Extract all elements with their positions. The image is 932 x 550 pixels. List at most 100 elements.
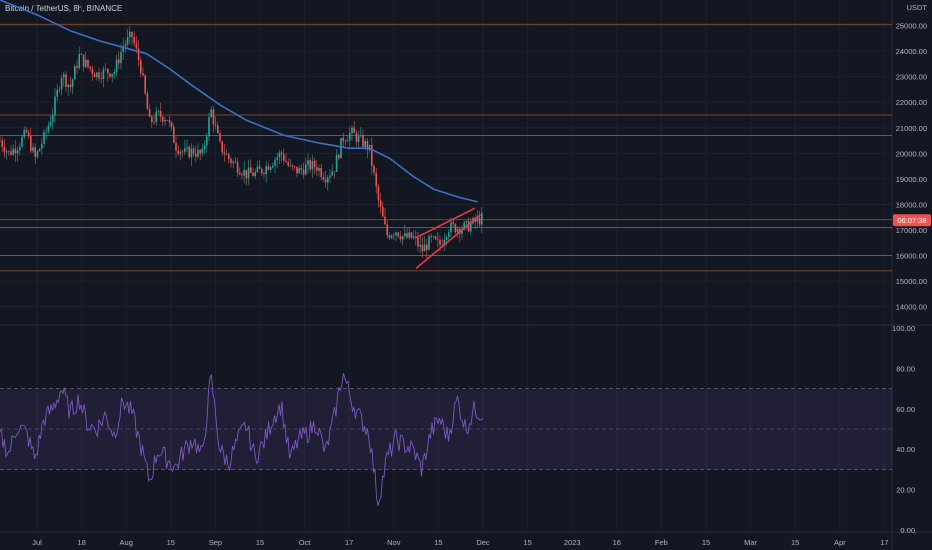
candle-body	[445, 237, 448, 241]
candle-body	[186, 146, 188, 149]
candle-body	[76, 66, 78, 68]
candle-body	[408, 232, 410, 238]
time-tick-label: Aug	[120, 538, 133, 547]
candle-body	[164, 120, 166, 122]
candle-body	[291, 165, 294, 167]
rsi-tick-label: 40.00	[896, 445, 915, 454]
candle-body	[410, 232, 413, 238]
candle-body	[481, 212, 483, 225]
candle-body	[441, 244, 443, 246]
candle-body	[8, 151, 10, 152]
candle-body	[362, 134, 364, 147]
candle-body	[344, 141, 347, 142]
candle-body	[192, 148, 195, 154]
price-tick-label: 23000.00	[896, 73, 927, 82]
rsi-tick-label: 100.00	[892, 324, 915, 333]
candle-body	[166, 120, 168, 121]
candle-body	[258, 166, 261, 169]
candle-body	[439, 239, 441, 245]
candle-body	[289, 165, 292, 166]
time-tick-label: 17	[345, 538, 353, 547]
candle-body	[210, 109, 212, 118]
price-tick-label: 25000.00	[896, 22, 927, 31]
candle-body	[60, 77, 63, 90]
time-tick-label: Sep	[209, 538, 222, 547]
candle-body	[232, 161, 234, 164]
candle-body	[234, 161, 237, 163]
wedge-lower-trendline[interactable]	[415, 214, 482, 269]
candle-body	[140, 60, 142, 74]
time-tick-label: Nov	[387, 538, 401, 547]
candle-body	[375, 172, 377, 187]
price-tick-label: 18000.00	[896, 200, 927, 209]
wedge-upper-trendline[interactable]	[415, 207, 476, 239]
candle-body	[74, 66, 76, 80]
candle-body	[45, 131, 47, 133]
candle-body	[364, 140, 366, 147]
candle-body	[206, 136, 208, 146]
candle-body	[104, 68, 107, 70]
candle-body	[148, 109, 151, 117]
rsi-tick-label: 60.00	[896, 405, 915, 414]
candle-body	[265, 166, 267, 175]
candle-body	[181, 151, 184, 153]
candle-body	[225, 154, 228, 155]
candle-body	[212, 109, 215, 125]
candle-body	[395, 232, 397, 236]
candle-body	[219, 133, 221, 142]
candle-body	[58, 89, 61, 91]
candle-body	[67, 84, 69, 87]
candle-body	[135, 43, 138, 49]
candle-body	[309, 160, 311, 170]
candle-body	[32, 147, 34, 152]
candle-body	[195, 153, 197, 157]
candle-body	[278, 152, 281, 158]
time-tick-label: Apr	[834, 538, 846, 547]
candle-body	[298, 168, 300, 174]
candle-body	[404, 233, 406, 237]
candle-body	[203, 145, 206, 149]
price-tick-label: 14000.00	[896, 303, 927, 312]
candle-body	[188, 146, 190, 158]
candle-body	[465, 221, 468, 223]
candle-body	[269, 167, 272, 170]
candle-body	[151, 116, 153, 123]
candle-body	[3, 147, 6, 153]
candle-body	[126, 37, 129, 45]
candle-body	[276, 157, 278, 160]
candle-body	[65, 74, 67, 87]
candle-body	[159, 110, 162, 117]
candle-body	[390, 235, 393, 239]
candle-body	[322, 176, 325, 180]
candle-body	[476, 217, 479, 222]
candle-body	[461, 229, 463, 234]
rsi-tick-label: 20.00	[896, 486, 915, 495]
candle-body	[432, 236, 435, 238]
candle-body	[342, 137, 344, 142]
candle-body	[87, 59, 89, 67]
candle-body	[49, 122, 52, 126]
candle-body	[274, 159, 276, 166]
chart-title: Bitcoin / TetherUS, 8h, BINANCE	[5, 4, 123, 13]
candle-body	[107, 68, 109, 74]
candle-body	[267, 166, 270, 170]
candle-body	[38, 148, 41, 152]
candle-body	[421, 244, 424, 252]
candle-body	[382, 206, 384, 217]
candle-body	[393, 235, 395, 236]
candle-body	[124, 44, 127, 47]
candle-body	[353, 127, 355, 134]
candle-body	[412, 236, 415, 238]
candle-body	[428, 236, 430, 250]
candle-body	[360, 134, 362, 136]
candle-body	[340, 137, 342, 159]
candle-body	[98, 72, 100, 79]
candle-body	[197, 149, 199, 157]
candle-body	[111, 74, 113, 77]
time-tick-label: 15	[523, 538, 531, 547]
candle-body	[170, 122, 173, 128]
candle-body	[239, 172, 241, 175]
candle-body	[415, 236, 417, 238]
